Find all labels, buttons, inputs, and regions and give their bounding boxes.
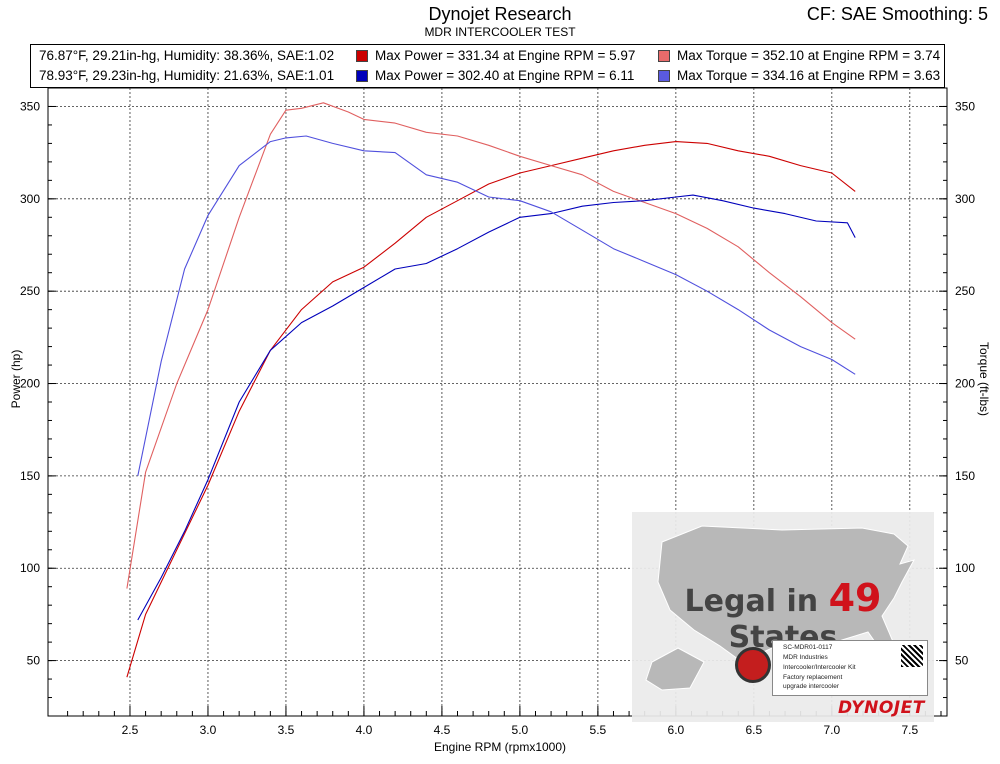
cert-id: SC-MDR01-0117 [783,644,833,651]
x-tick-label: 4.5 [434,723,451,737]
legal-number: 49 [828,576,882,620]
x-tick-label: 7.0 [823,723,840,737]
y-axis-label-left: Power (hp) [9,349,23,409]
y2-tick-label: 100 [955,561,975,575]
y2-tick-label: 150 [955,469,975,483]
x-tick-label: 7.5 [901,723,918,737]
y-tick-label: 250 [20,284,40,298]
legend-row-run-1: 76.87°F, 29.21in-hg, Humidity: 38.36%, S… [31,46,944,66]
chart-subtitle: MDR INTERCOOLER TEST [424,25,576,39]
y2-tick-label: 300 [955,192,975,206]
legend: 76.87°F, 29.21in-hg, Humidity: 38.36%, S… [30,44,945,88]
legend-swatch-power [356,50,368,62]
y2-tick-label: 50 [955,654,969,668]
legend-conditions: 78.93°F, 29.23in-hg, Humidity: 21.63%, S… [39,68,335,83]
cert-desc-2: upgrade intercooler [783,683,840,690]
x-tick-label: 5.5 [590,723,607,737]
legend-swatch-torque [658,50,670,62]
legend-max-torque: Max Torque = 352.10 at Engine RPM = 3.74 [677,48,941,63]
series-line-4 [137,135,856,477]
legend-max-power: Max Power = 302.40 at Engine RPM = 6.11 [375,68,635,83]
carb-certificate: SC-MDR01-0117 MDR Industries Intercooler… [735,640,928,696]
x-tick-label: 6.5 [745,723,762,737]
chart-title: Dynojet Research [428,4,572,24]
y-tick-label: 350 [20,99,40,113]
y-axis-label-right: Torque (ft-lbs) [977,341,991,417]
y-tick-label: 50 [27,654,41,668]
legend-swatch-torque [658,70,670,82]
x-tick-label: 3.0 [200,723,217,737]
series-line-2 [126,102,856,589]
seal-icon [735,647,771,683]
dynojet-logo: DYNOJET [838,698,925,718]
legend-max-power: Max Power = 331.34 at Engine RPM = 5.97 [375,48,636,63]
x-tick-label: 6.0 [668,723,685,737]
cert-desc-1: Factory replacement [783,674,843,681]
y-tick-label: 150 [20,469,40,483]
cert-product: Intercooler/Intercooler Kit [783,664,856,671]
series-line-3 [137,194,856,621]
y-tick-label: 200 [20,377,40,391]
x-tick-label: 3.5 [278,723,295,737]
y-tick-label: 100 [20,561,40,575]
y2-tick-label: 350 [955,99,975,113]
legend-row-run-2: 78.93°F, 29.23in-hg, Humidity: 21.63%, S… [31,66,944,86]
y2-tick-label: 250 [955,284,975,298]
cert-company: MDR Industries [783,654,828,661]
legend-swatch-power [356,70,368,82]
x-tick-label: 2.5 [122,723,139,737]
legend-max-torque: Max Torque = 334.16 at Engine RPM = 3.63 [677,68,941,83]
x-tick-label: 5.0 [512,723,529,737]
correction-factor-label: CF: SAE Smoothing: 5 [806,4,988,24]
y-tick-label: 300 [20,192,40,206]
legal-overlay: Legal in 49 States SC-MDR01-0117 MDR Ind… [632,512,934,722]
y2-tick-label: 200 [955,377,975,391]
legal-prefix: Legal in [684,584,819,619]
series-line-1 [126,141,856,678]
x-tick-label: 4.0 [356,723,373,737]
legend-conditions: 76.87°F, 29.21in-hg, Humidity: 38.36%, S… [39,48,335,63]
x-axis-label: Engine RPM (rpmx1000) [433,740,567,754]
qr-code-icon [901,645,923,667]
